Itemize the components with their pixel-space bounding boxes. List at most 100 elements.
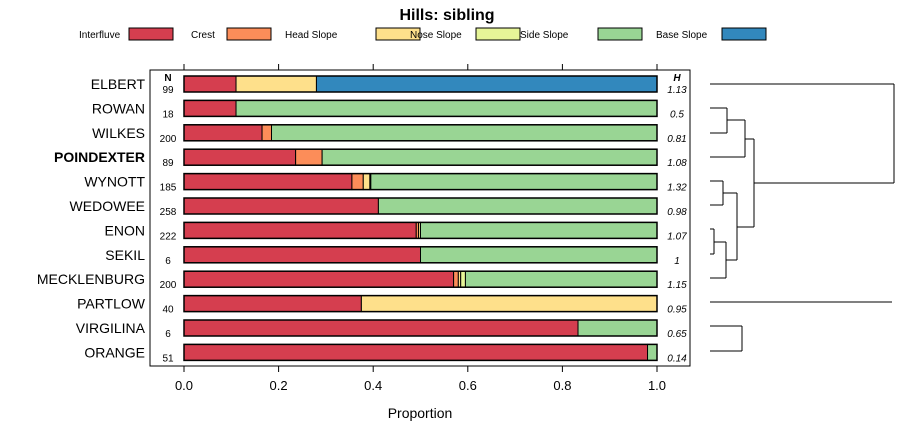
row-label: SEKIL bbox=[105, 247, 145, 263]
row-h: 0.65 bbox=[667, 329, 687, 340]
dendrogram-branch-group-a bbox=[723, 192, 738, 261]
bar-segment bbox=[183, 75, 237, 93]
row-label: POINDEXTER bbox=[54, 149, 145, 165]
bar-outline bbox=[183, 172, 658, 191]
bar-outline bbox=[183, 319, 658, 337]
bar-segment bbox=[362, 173, 371, 191]
chart-title: Hills: sibling bbox=[399, 7, 494, 24]
bar-outline bbox=[183, 75, 658, 93]
n-header: N bbox=[164, 73, 171, 84]
row-n: 6 bbox=[165, 256, 171, 267]
bar-outline bbox=[183, 294, 658, 313]
row-h: 0.98 bbox=[667, 207, 687, 218]
row-n: 258 bbox=[160, 207, 177, 218]
bar-segment bbox=[647, 343, 658, 361]
bar-segment bbox=[183, 197, 379, 215]
legend-label-side-slope: Side Slope bbox=[520, 30, 569, 41]
row-label: ELBERT bbox=[91, 76, 146, 92]
row-h: 1.13 bbox=[667, 85, 687, 96]
dendrogram-branch-rowan-wilkes bbox=[710, 107, 728, 134]
row-n: 18 bbox=[162, 109, 174, 120]
dendrogram-branch-enon-sekil bbox=[710, 228, 715, 255]
bar-segment bbox=[420, 221, 658, 239]
bar-segment bbox=[183, 343, 649, 361]
x-axis-label: Proportion bbox=[388, 405, 453, 421]
x-tick-label: 0.0 bbox=[175, 378, 193, 393]
legend-swatch-base-slope bbox=[721, 27, 767, 41]
row-n: 51 bbox=[162, 353, 174, 364]
row-label: ROWAN bbox=[92, 100, 145, 116]
row-h: 0.5 bbox=[670, 109, 684, 120]
legend: Interfluve Crest Head Slope Nose Slope Side … bbox=[79, 27, 767, 41]
legend-swatch-interfluve bbox=[128, 27, 174, 41]
x-tick-label: 0.8 bbox=[553, 378, 571, 393]
plot-frame bbox=[149, 69, 691, 367]
row-n: 200 bbox=[160, 134, 177, 145]
x-tick-label: 1.0 bbox=[648, 378, 666, 393]
row-label: ENON bbox=[105, 222, 145, 238]
bar-segment bbox=[453, 270, 459, 288]
row-label: WYNOTT bbox=[84, 174, 145, 190]
dendrogram bbox=[710, 83, 895, 352]
bar-segment bbox=[183, 246, 421, 264]
dendrogram-branch-virgilina-orange bbox=[710, 325, 743, 352]
bar-segment bbox=[377, 197, 658, 215]
row-label: MECKLENBURG bbox=[37, 271, 145, 287]
bar-outline bbox=[183, 246, 658, 264]
bar-segment bbox=[183, 295, 362, 313]
row-label: WEDOWEE bbox=[70, 198, 145, 214]
row-n: 200 bbox=[160, 280, 177, 291]
bar-segment bbox=[183, 148, 297, 166]
h-header: H bbox=[673, 73, 681, 84]
legend-swatch-crest bbox=[226, 27, 272, 41]
row-label: ORANGE bbox=[84, 344, 145, 360]
legend-swatch-head-slope bbox=[375, 27, 421, 41]
bar-outline bbox=[183, 221, 658, 240]
bar-segment bbox=[370, 173, 658, 191]
bar-segment bbox=[351, 173, 364, 191]
bar-segment bbox=[360, 295, 658, 313]
row-n: 222 bbox=[160, 231, 177, 242]
bar-outline bbox=[183, 270, 658, 288]
bar-outline bbox=[183, 99, 658, 118]
row-h: 1.15 bbox=[667, 280, 687, 291]
row-h: 1.08 bbox=[667, 158, 687, 169]
bar-segment bbox=[183, 221, 417, 239]
row-n: 6 bbox=[165, 329, 171, 340]
legend-label-interfluve: Interfluve bbox=[79, 30, 121, 41]
row-label: VIRGILINA bbox=[76, 320, 146, 336]
bar-segment bbox=[460, 270, 466, 288]
legend-label-nose-slope: Nose Slope bbox=[410, 30, 462, 41]
bar-segment bbox=[420, 246, 658, 264]
row-h: 1.32 bbox=[667, 183, 687, 194]
bar-segment bbox=[464, 270, 658, 288]
bar-segment bbox=[183, 99, 237, 117]
bar-outline bbox=[183, 343, 658, 362]
bar-rows: ELBERT 99 1.13 ROWAN 18 0.5 WILKES 200 0.81 POIND… bbox=[37, 75, 687, 364]
bar-segment bbox=[295, 148, 323, 166]
bar-segment bbox=[183, 319, 579, 337]
bar-outline bbox=[183, 148, 658, 166]
bar-segment bbox=[183, 124, 263, 142]
row-label: WILKES bbox=[92, 125, 145, 141]
row-h: 0.14 bbox=[667, 353, 687, 364]
bar-segment bbox=[271, 124, 658, 142]
legend-label-base-slope: Base Slope bbox=[656, 30, 708, 41]
x-axis: 0.0 0.2 0.4 0.6 0.8 1.0 bbox=[175, 64, 666, 393]
row-n: 89 bbox=[162, 158, 174, 169]
bar-segment bbox=[183, 173, 353, 191]
x-tick-label: 0.4 bbox=[364, 378, 382, 393]
legend-label-head-slope: Head Slope bbox=[285, 30, 338, 41]
bar-segment bbox=[235, 75, 317, 93]
row-h: 0.95 bbox=[667, 305, 687, 316]
row-h: 0.81 bbox=[667, 134, 686, 145]
bar-outline bbox=[183, 124, 658, 142]
x-tick-label: 0.6 bbox=[459, 378, 477, 393]
row-n: 40 bbox=[162, 305, 174, 316]
bar-segment bbox=[315, 75, 658, 93]
bar-segment bbox=[183, 270, 455, 288]
legend-swatch-nose-slope bbox=[475, 27, 521, 41]
legend-label-crest: Crest bbox=[191, 30, 215, 41]
dendrogram-branch-mecklenburg bbox=[710, 241, 727, 279]
